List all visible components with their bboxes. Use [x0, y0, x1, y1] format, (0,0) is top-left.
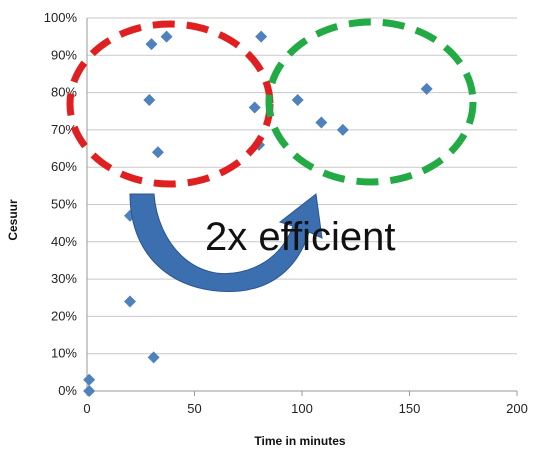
x-tick-label: 150	[399, 401, 421, 416]
green-dashed-ellipse	[265, 18, 477, 186]
x-tick-label: 100	[291, 401, 313, 416]
y-tick-label: 40%	[51, 234, 77, 249]
red-dashed-ellipse	[66, 20, 274, 188]
data-point	[83, 385, 96, 397]
data-point	[291, 94, 304, 107]
y-tick-label: 20%	[51, 308, 77, 323]
data-point	[143, 94, 156, 107]
x-tick-labels: 0 50 100 150 200	[83, 401, 527, 416]
x-tick-label: 0	[83, 401, 90, 416]
data-point	[147, 351, 160, 364]
data-point	[336, 123, 349, 136]
y-tick-label: 100%	[44, 10, 78, 25]
x-tick-label: 200	[506, 401, 528, 416]
x-axis-title: Time in minutes	[254, 434, 345, 448]
data-point	[315, 116, 328, 129]
y-tick-labels: 0%10%20%30%40%50%60%70%80%90%100%	[44, 10, 78, 398]
data-point	[145, 38, 158, 51]
y-tick-label: 70%	[51, 122, 77, 137]
data-point	[248, 101, 261, 114]
data-point	[124, 295, 136, 308]
curved-arrow	[129, 193, 323, 292]
y-tick-label: 0%	[58, 383, 77, 398]
data-point	[151, 146, 164, 159]
y-tick-label: 60%	[51, 159, 77, 174]
data-point	[160, 30, 173, 43]
x-tick-label: 50	[187, 401, 201, 416]
efficiency-annotation: 2x efficient	[205, 215, 396, 259]
data-point	[255, 30, 268, 43]
data-point	[420, 82, 433, 95]
y-tick-label: 10%	[51, 346, 77, 361]
y-tick-label: 50%	[51, 197, 77, 212]
data-point	[83, 373, 96, 386]
y-tick-label: 90%	[51, 47, 77, 62]
y-tick-label: 30%	[51, 271, 77, 286]
annotation-overlay	[66, 18, 477, 292]
y-axis-title: Cesuur	[6, 199, 20, 241]
